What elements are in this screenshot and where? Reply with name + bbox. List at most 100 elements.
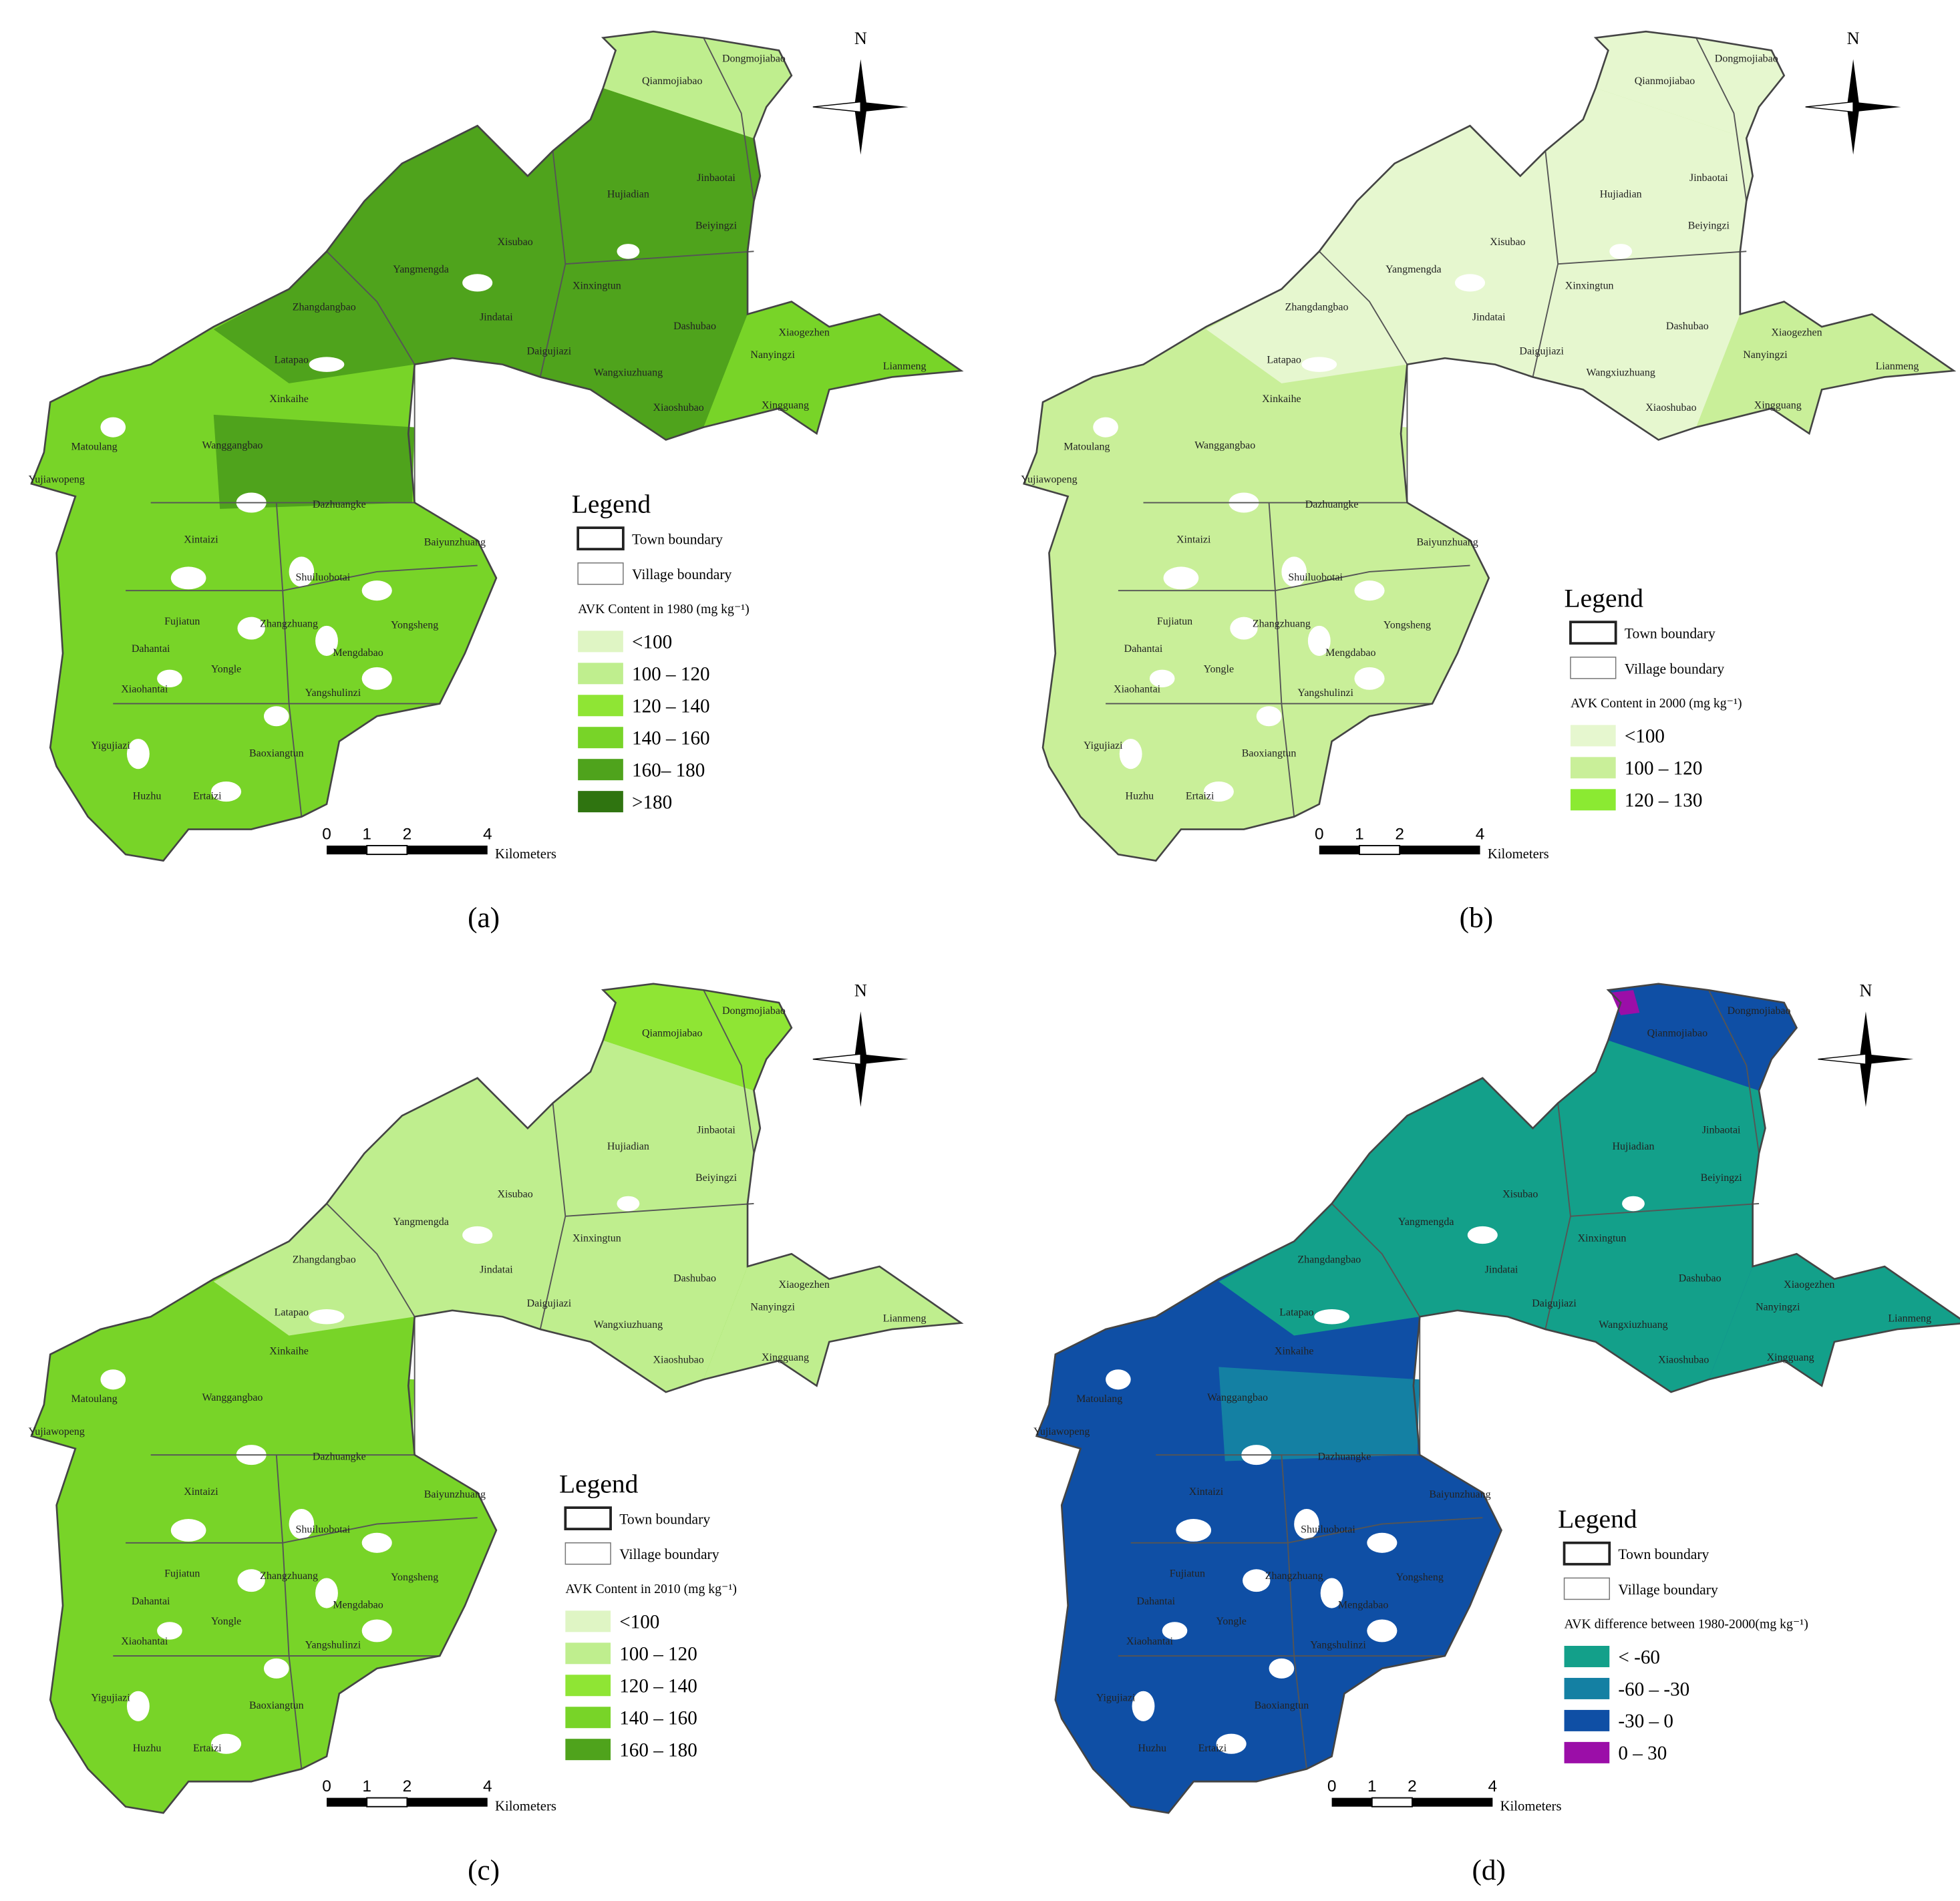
village-label: Wanggangbao xyxy=(1194,440,1255,452)
scale-tick-label: 1 xyxy=(362,826,371,844)
region-center xyxy=(213,1367,415,1461)
class-swatch xyxy=(565,1739,611,1761)
class-swatch xyxy=(1564,1709,1610,1731)
unsampled-area xyxy=(617,1196,640,1212)
village-label: Xinkaihe xyxy=(269,393,309,405)
region-tip xyxy=(1595,31,1784,139)
unsampled-area xyxy=(157,1622,182,1640)
map-panel: Dongmojiabao Qianmojiabao Jinbaotai Hujiadi… xyxy=(29,981,964,1886)
class-swatch xyxy=(1564,1677,1610,1699)
village-label: Xisubao xyxy=(497,1188,532,1200)
unsampled-area xyxy=(361,1619,392,1643)
class-label: 0 – 30 xyxy=(1618,1743,1667,1764)
unsampled-area xyxy=(170,566,206,590)
village-label: Qianmojiabao xyxy=(1635,75,1695,87)
arrow-w xyxy=(1805,101,1854,113)
class-swatch xyxy=(578,663,623,685)
village-label: Shuiluobotai xyxy=(1288,572,1343,583)
village-label: Latapao xyxy=(275,1307,309,1318)
legend-title: Legend xyxy=(1565,584,1644,613)
panel-caption: (c) xyxy=(468,1854,500,1886)
village-label: Jinbaotai xyxy=(697,1125,736,1136)
region-north xyxy=(213,88,760,440)
arrow-e xyxy=(1865,1054,1914,1065)
class-swatch xyxy=(565,1610,611,1632)
region-center xyxy=(213,414,415,509)
scale-tick-label: 4 xyxy=(483,1777,492,1795)
town-boundary xyxy=(1558,250,1747,265)
village-label: Yongsheng xyxy=(391,1572,438,1583)
region-north xyxy=(1206,88,1753,440)
village-label: Dashubao xyxy=(1666,321,1709,332)
scale-tick-label: 2 xyxy=(403,1777,412,1795)
village-label: Matoulang xyxy=(71,1393,117,1405)
unsampled-area xyxy=(210,782,242,802)
arrow-e xyxy=(1853,102,1901,112)
village-label: Jindatai xyxy=(480,312,513,323)
village-label: Nanyingzi xyxy=(1756,1302,1800,1313)
class-label: 160– 180 xyxy=(632,760,705,782)
arrow-e xyxy=(860,102,909,112)
town-boundary xyxy=(1118,564,1470,592)
class-swatch xyxy=(1570,757,1616,779)
unsampled-area xyxy=(1149,669,1175,687)
village-label: Wangxiuzhuang xyxy=(594,367,663,378)
unsampled-area xyxy=(289,556,315,587)
village-label: Dazhuangke xyxy=(313,1451,366,1463)
scale-tick-label: 0 xyxy=(1327,1777,1337,1795)
class-label: 120 – 140 xyxy=(632,696,710,717)
scale-tick-label: 0 xyxy=(1315,826,1324,844)
scale-seg xyxy=(366,845,408,856)
village-label: Xiaoshubao xyxy=(1645,402,1696,413)
village-label: Xinxingtun xyxy=(1578,1232,1627,1244)
scale-seg xyxy=(407,845,488,855)
village-label: Zhangzhuang xyxy=(1253,619,1311,630)
unsampled-area xyxy=(1314,1309,1349,1325)
map-panel: Dongmojiabao Qianmojiabao Jinbaotai Hujiadi… xyxy=(1033,981,1960,1886)
unsampled-area xyxy=(1320,1578,1343,1608)
scale-tick-label: 4 xyxy=(1488,1777,1498,1795)
village-label: Shuiluobotai xyxy=(296,1524,351,1536)
class-swatch xyxy=(578,759,623,781)
village-label: Nanyingzi xyxy=(1743,349,1788,361)
village-label: Nanyingzi xyxy=(750,1302,795,1313)
town-boundary xyxy=(275,1455,303,1769)
village-label: Yangmengda xyxy=(393,1216,449,1228)
class-label: 100 – 120 xyxy=(632,664,710,685)
class-swatch xyxy=(578,727,623,749)
class-swatch xyxy=(1570,789,1616,811)
town-boundary xyxy=(703,37,755,202)
unsampled-area xyxy=(237,1569,265,1592)
region-center xyxy=(1206,414,1408,509)
village-label: Yangmengda xyxy=(1398,1216,1454,1228)
region-east xyxy=(703,1254,961,1386)
village-label: Xintaizi xyxy=(1189,1486,1224,1498)
village-label: Xintaizi xyxy=(184,534,218,546)
village-label: Dongmojiabao xyxy=(722,53,786,64)
region-north xyxy=(1218,1040,1766,1393)
class-label: -30 – 0 xyxy=(1618,1711,1673,1732)
village-label: Qianmojiabao xyxy=(642,75,702,87)
village-label: Daigujiazi xyxy=(527,345,572,357)
village-label: Yongsheng xyxy=(1383,619,1431,631)
arrow-s xyxy=(854,1059,867,1107)
village-label: Dahantai xyxy=(132,1596,170,1607)
village-label: Huzhu xyxy=(1138,1743,1166,1754)
village-label: Baoxiangtun xyxy=(1242,747,1297,759)
village-label: Fujiatun xyxy=(164,1568,200,1579)
village-label: Zhangzhuang xyxy=(1265,1570,1323,1582)
village-label: Yigujiazi xyxy=(1084,740,1123,751)
outer-boundary xyxy=(1035,983,1960,1814)
unsampled-area xyxy=(1294,1509,1319,1540)
village-label: Wangxiuzhuang xyxy=(1587,367,1655,378)
village-label: Beiyingzi xyxy=(1688,220,1730,231)
unsampled-area xyxy=(263,1658,289,1679)
legend: Legend Town boundary Village boundary AVK C… xyxy=(572,490,750,814)
unsampled-area xyxy=(1622,1196,1645,1212)
scale-tick-label: 2 xyxy=(403,826,412,844)
village-label: Xiaogezhen xyxy=(779,327,830,338)
outer-boundary xyxy=(30,983,964,1814)
village-label: Baoxiangtun xyxy=(1255,1700,1309,1711)
